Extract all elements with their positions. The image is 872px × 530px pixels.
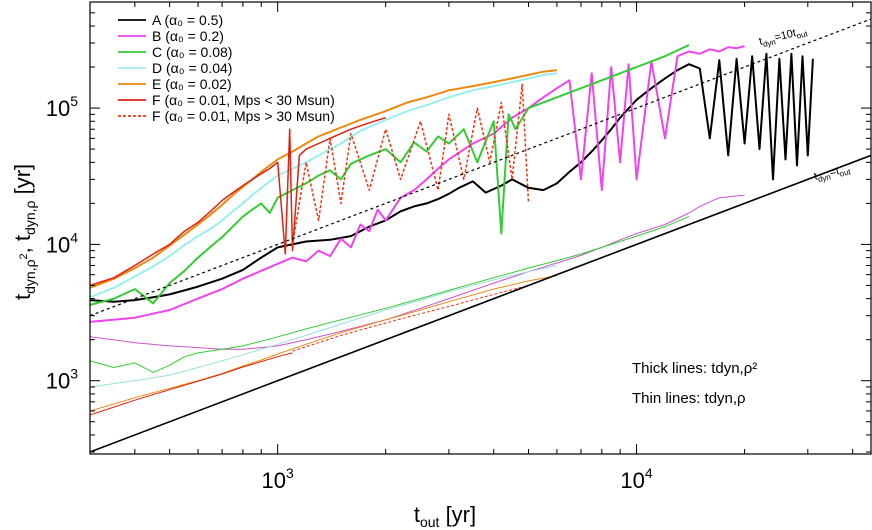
legend-label-B: B (α₀ = 0.2) (152, 28, 224, 44)
series-line-D (90, 72, 558, 299)
y-tick-label: 104 (46, 229, 78, 257)
reference-line-1x (90, 154, 871, 453)
y-tick-label: 103 (46, 366, 78, 394)
ticks: 103 104 103 104 105 (46, 1, 871, 493)
series-line-F2 (291, 83, 530, 245)
legend-label-C: C (α₀ = 0.08) (152, 44, 232, 60)
series-line-B (90, 45, 745, 323)
series-line-F1 (90, 116, 386, 287)
annotation-thin: Thin lines: tdyn,ρ (632, 390, 746, 407)
x-tick-label: 103 (262, 465, 294, 493)
reference-lines (90, 18, 871, 453)
annotation-thick: Thick lines: tdyn,ρ² (632, 360, 757, 377)
reference-line-10x (90, 18, 871, 317)
legend-label-F1: F (α₀ = 0.01, Mps < 30 Msun) (152, 92, 335, 108)
ref-label-tout: tdyn=tout (813, 162, 853, 185)
ref-label-10tout: tdyn=10tout (758, 24, 809, 50)
series-line-D-thin (90, 265, 558, 388)
legend-label-D: D (α₀ = 0.04) (152, 60, 232, 76)
legend-label-E: E (α₀ = 0.02) (152, 76, 232, 92)
series-line-A (90, 52, 814, 303)
series-line-B-thin (90, 194, 745, 350)
series-line-F1-thin (90, 352, 293, 416)
plot-frame (89, 1, 872, 455)
legend-label-A: A (α₀ = 0.5) (152, 12, 223, 28)
legend-label-F2: F (α₀ = 0.01, Mps > 30 Msun) (152, 108, 335, 124)
x-tick-label: 104 (620, 465, 652, 493)
series-layer (90, 44, 814, 416)
series-line-C (90, 44, 690, 306)
series-line-C-thin (90, 216, 690, 373)
series-line-E (90, 69, 558, 289)
legend: A (α₀ = 0.5)B (α₀ = 0.2)C (α₀ = 0.08)D (… (118, 12, 335, 124)
x-axis-title: tout [yr] (414, 502, 476, 530)
y-tick-label: 105 (46, 93, 78, 121)
series-line-E-thin (90, 275, 557, 412)
series-line-F2-thin (292, 284, 529, 352)
y-axis-title: tdyn,ρ2, tdyn,ρ [yr] (10, 164, 38, 300)
